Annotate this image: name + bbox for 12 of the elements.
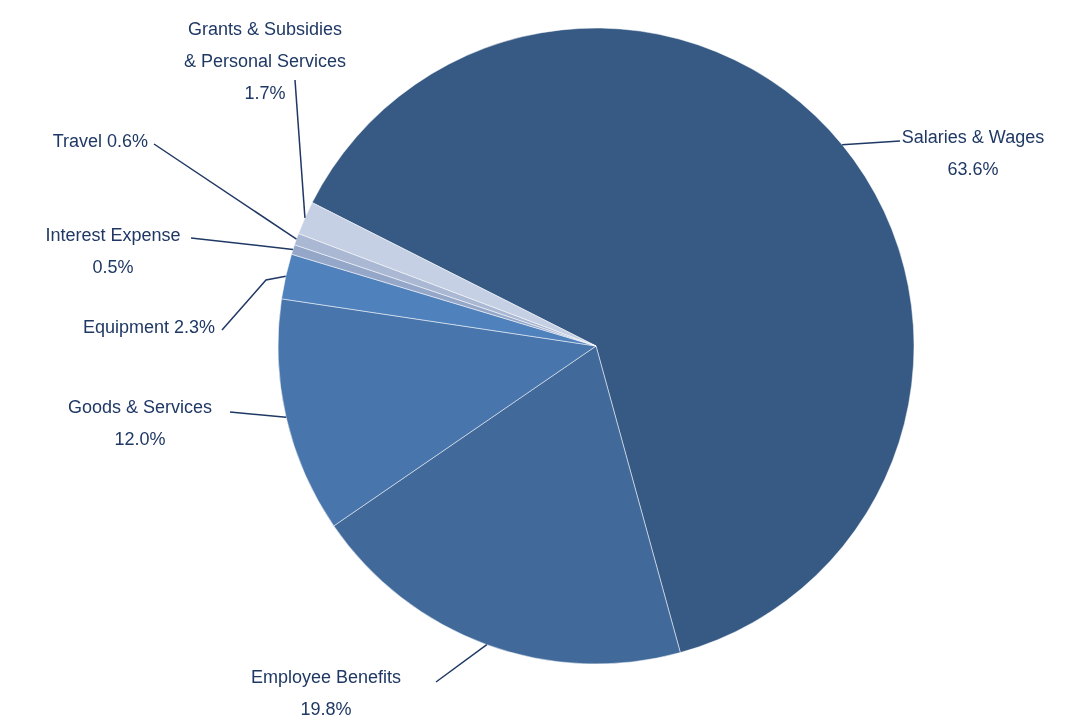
slice-label: Goods & Services [67, 396, 213, 417]
data-label: 1.7% [244, 82, 286, 103]
slice-label: Salaries & Wages [901, 126, 1045, 147]
slice-label: Travel 0.6% [52, 130, 148, 151]
data-label: 0.5% [92, 256, 134, 277]
slice-label: Employee Benefits [250, 666, 402, 687]
data-label: 19.8% [300, 698, 352, 715]
slice-label: Interest Expense [45, 224, 181, 245]
slice-label: Grants & Subsidies & Personal Services [183, 18, 347, 71]
data-label: 63.6% [947, 158, 999, 179]
data-label: 12.0% [114, 428, 166, 449]
slice-label: Equipment 2.3% [82, 316, 215, 337]
